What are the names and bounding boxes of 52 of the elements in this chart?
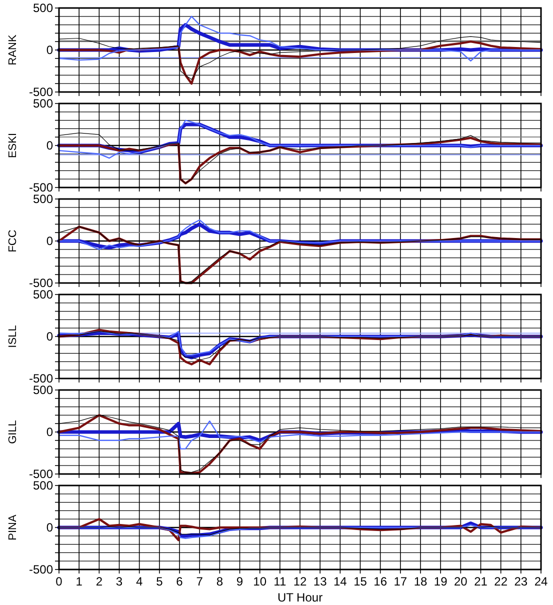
x-tick-label: 7 <box>196 574 204 588</box>
line-series <box>58 328 542 366</box>
y-axis-title: PINA <box>7 514 19 540</box>
y-axis-title: GILL <box>7 420 19 444</box>
x-tick-label: 6 <box>176 574 184 588</box>
y-tick-label: 0 <box>46 520 54 535</box>
x-tick-label: 18 <box>414 574 428 588</box>
x-tick-label: 13 <box>313 574 328 588</box>
x-tick-label: 8 <box>216 574 224 588</box>
x-tick-label: 22 <box>494 574 508 588</box>
y-axis-title: FCC <box>7 230 19 252</box>
x-tick-label: 20 <box>454 574 468 588</box>
y-axis-title: ISLL <box>7 325 19 348</box>
y-tick-label: -500 <box>28 562 54 577</box>
x-tick-label: 5 <box>156 574 164 588</box>
y-tick-label: 0 <box>46 330 54 344</box>
x-tick-label: 10 <box>253 574 267 588</box>
x-tick-label: 12 <box>293 574 307 588</box>
y-tick-label: 500 <box>32 288 54 302</box>
y-tick-label: 500 <box>32 192 54 206</box>
y-axis-title: ESKI <box>7 132 19 158</box>
y-tick-label: -500 <box>28 372 54 386</box>
x-tick-label: 24 <box>534 574 548 588</box>
x-tick-label: 16 <box>374 574 388 588</box>
x-tick-label: 4 <box>136 574 143 588</box>
x-tick-label: 15 <box>354 574 368 588</box>
y-tick-label: -500 <box>28 467 54 482</box>
y-tick-label: 0 <box>46 43 54 58</box>
x-tick-label: 17 <box>394 574 408 588</box>
x-axis-title: UT Hour <box>277 590 323 604</box>
x-tick-label: 14 <box>333 574 348 588</box>
x-tick-label: 2 <box>96 574 103 588</box>
y-tick-label: -500 <box>28 276 54 290</box>
y-axis-title: RANK <box>7 34 19 66</box>
y-tick-label: 0 <box>46 138 54 153</box>
y-tick-label: 500 <box>32 96 54 111</box>
x-tick-label: 21 <box>474 574 488 588</box>
y-tick-label: -500 <box>28 180 54 195</box>
x-tick-label: 19 <box>434 574 448 588</box>
x-tick-label: 1 <box>76 574 83 588</box>
y-tick-label: 0 <box>46 425 54 440</box>
y-tick-label: 500 <box>32 383 54 398</box>
y-tick-label: 500 <box>32 478 54 493</box>
x-tick-label: 0 <box>56 574 63 588</box>
x-tick-label: 11 <box>274 574 286 588</box>
x-tick-label: 9 <box>236 574 244 588</box>
x-tick-label: 23 <box>514 574 528 588</box>
x-tick-label: 3 <box>116 574 123 588</box>
line-series <box>58 518 542 542</box>
y-tick-label: 500 <box>32 1 54 16</box>
y-tick-label: -500 <box>28 85 54 100</box>
y-tick-label: 0 <box>46 234 54 248</box>
